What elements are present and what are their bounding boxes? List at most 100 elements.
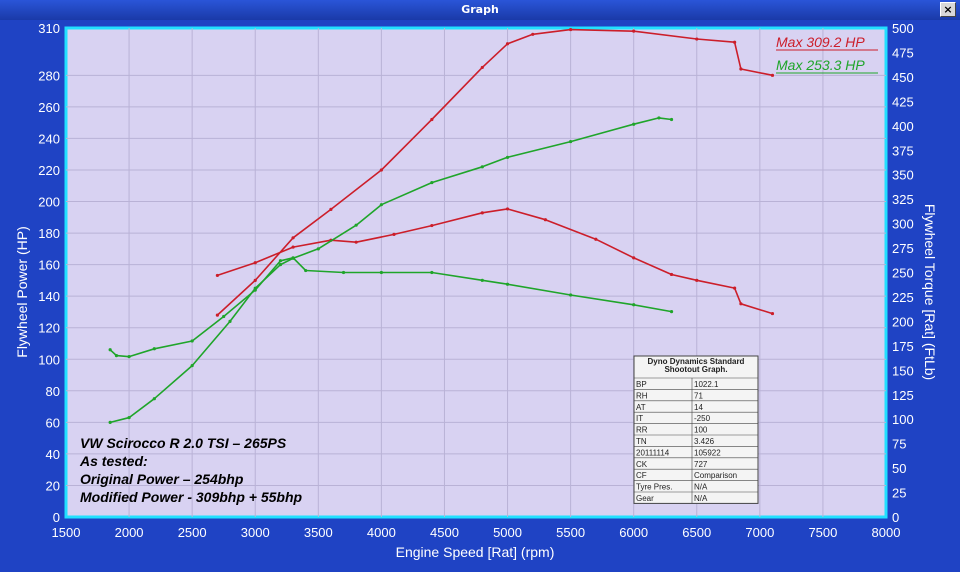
x-tick-label: 4000 bbox=[367, 525, 396, 540]
x-tick-label: 6500 bbox=[682, 525, 711, 540]
data-point bbox=[114, 354, 119, 358]
data-point bbox=[379, 270, 383, 275]
y-axis-right-ticks: 0 25 50 75 100 125 150 175 200 225 250 275 300 325 350… bbox=[892, 21, 914, 525]
data-point bbox=[228, 319, 232, 323]
y-tick-label: 120 bbox=[38, 321, 60, 336]
data-point bbox=[430, 180, 434, 185]
table-value: 727 bbox=[694, 460, 708, 469]
legend-red: Max 309.2 HP bbox=[776, 34, 865, 50]
annotation-line-4: Modified Power - 309bhp + 55bhp bbox=[80, 489, 303, 505]
y-right-tick-label: 125 bbox=[892, 388, 914, 403]
y-axis-label: Flywheel Power (HP) bbox=[14, 226, 30, 357]
y-tick-label: 80 bbox=[46, 384, 60, 399]
data-point bbox=[632, 29, 636, 33]
x-tick-label: 5000 bbox=[493, 525, 522, 540]
y-tick-label: 240 bbox=[38, 131, 60, 146]
data-point bbox=[127, 355, 131, 359]
y-tick-label: 20 bbox=[46, 478, 60, 493]
x-tick-label: 3500 bbox=[304, 525, 333, 540]
x-tick-label: 2500 bbox=[178, 525, 207, 540]
x-tick-label: 8000 bbox=[872, 525, 901, 540]
title-bar[interactable]: Graph × bbox=[0, 0, 960, 20]
grid-lines bbox=[66, 28, 886, 517]
table-value: 100 bbox=[694, 426, 708, 435]
table-key: TN bbox=[636, 437, 647, 446]
y-right-tick-label: 200 bbox=[892, 314, 914, 329]
y-right-tick-label: 300 bbox=[892, 217, 914, 232]
data-point bbox=[190, 363, 194, 368]
table-title: Shootout Graph. bbox=[664, 365, 727, 374]
table-value: 1022.1 bbox=[694, 380, 719, 389]
table-key: CK bbox=[636, 460, 648, 469]
y-tick-label: 200 bbox=[38, 195, 60, 210]
data-point bbox=[669, 117, 674, 122]
x-tick-label: 2000 bbox=[115, 525, 144, 540]
data-point bbox=[505, 282, 510, 286]
data-point bbox=[152, 347, 156, 351]
table-key: Gear bbox=[636, 494, 654, 503]
data-point bbox=[733, 40, 737, 44]
series-line-2 bbox=[110, 117, 672, 424]
data-point bbox=[304, 268, 308, 273]
data-point bbox=[341, 270, 346, 275]
y-tick-label: 220 bbox=[38, 163, 60, 178]
legend-green: Max 253.3 HP bbox=[776, 57, 865, 73]
data-point bbox=[379, 168, 383, 172]
y-right-tick-label: 25 bbox=[892, 486, 906, 501]
y-axis-right-label: Flywheel Torque [Rat] (FtLb) bbox=[922, 204, 938, 380]
data-point bbox=[278, 263, 283, 267]
y-tick-label: 40 bbox=[46, 447, 60, 462]
data-point bbox=[569, 139, 573, 144]
data-point bbox=[222, 314, 226, 319]
data-point bbox=[739, 67, 743, 71]
data-point bbox=[632, 303, 636, 307]
table-key: 20111114 bbox=[636, 448, 670, 457]
data-point bbox=[669, 272, 674, 277]
y-right-tick-label: 500 bbox=[892, 21, 914, 36]
data-point bbox=[354, 223, 358, 227]
series-line-3 bbox=[109, 257, 672, 358]
annotation-line-3: Original Power – 254bhp bbox=[80, 471, 244, 487]
data-point bbox=[215, 313, 219, 317]
y-right-tick-label: 475 bbox=[892, 45, 914, 60]
table-value: 105922 bbox=[694, 448, 721, 457]
data-point bbox=[291, 236, 295, 240]
data-point bbox=[215, 273, 219, 278]
y-tick-label: 180 bbox=[38, 226, 60, 241]
x-tick-label: 7500 bbox=[808, 525, 837, 540]
data-point bbox=[253, 261, 257, 265]
close-button[interactable]: × bbox=[940, 2, 956, 17]
data-point bbox=[695, 37, 699, 41]
table-key: CF bbox=[636, 471, 647, 480]
data-point bbox=[632, 122, 636, 126]
annotation-line-1: VW Scirocco R 2.0 TSI – 265PS bbox=[80, 435, 287, 451]
y-axis-ticks: 0 20 40 60 80 100 120 140 160 180 200 220 240 260 280 3… bbox=[38, 21, 60, 525]
window-title: Graph bbox=[461, 3, 499, 16]
data-point bbox=[480, 211, 484, 215]
data-point bbox=[430, 117, 434, 122]
dyno-chart: 1500 2000 2500 3000 3500 4000 4500 5000 5500 6000… bbox=[14, 21, 938, 560]
table-title: Dyno Dynamics Standard bbox=[648, 357, 745, 366]
data-point bbox=[480, 278, 484, 282]
y-right-tick-label: 50 bbox=[892, 461, 906, 476]
data-point bbox=[770, 311, 775, 316]
data-point bbox=[291, 245, 295, 249]
data-point bbox=[569, 293, 573, 297]
table-key: RR bbox=[636, 426, 648, 435]
data-point bbox=[770, 73, 775, 77]
data-point bbox=[291, 256, 295, 260]
data-point bbox=[329, 207, 333, 212]
data-point bbox=[594, 237, 598, 241]
data-point bbox=[569, 27, 573, 32]
y-tick-label: 0 bbox=[53, 510, 60, 525]
table-value: 71 bbox=[694, 391, 703, 400]
y-tick-label: 60 bbox=[46, 415, 60, 430]
data-point bbox=[430, 223, 434, 228]
data-point bbox=[430, 270, 434, 275]
table-key: IT bbox=[636, 414, 643, 423]
y-tick-label: 310 bbox=[38, 21, 60, 36]
y-right-tick-label: 75 bbox=[892, 437, 906, 452]
table-key: AT bbox=[636, 403, 646, 412]
y-tick-label: 100 bbox=[38, 352, 60, 367]
y-right-tick-label: 0 bbox=[892, 510, 899, 525]
